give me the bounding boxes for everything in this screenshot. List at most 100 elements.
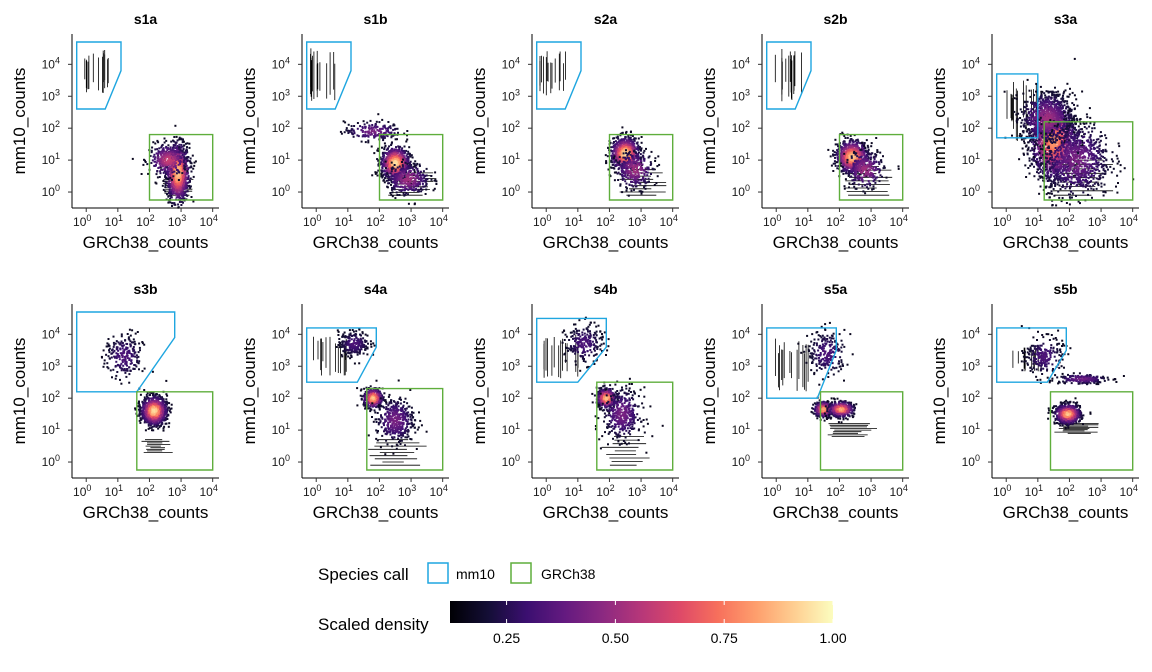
data-point	[395, 191, 398, 194]
y-tick-label: 102	[502, 119, 520, 135]
data-point	[620, 148, 623, 151]
data-point	[179, 174, 181, 177]
data-point	[194, 160, 197, 163]
data-point	[645, 147, 647, 150]
data-point	[864, 147, 867, 149]
data-point	[623, 139, 626, 142]
data-point	[388, 171, 391, 174]
data-point	[173, 203, 176, 206]
data-point	[841, 161, 844, 164]
data-point	[619, 150, 622, 152]
data-point	[408, 153, 411, 156]
data-point	[370, 133, 373, 136]
data-point	[387, 152, 390, 155]
data-point	[639, 148, 642, 151]
data-point	[187, 178, 190, 181]
data-point	[621, 191, 624, 194]
data-point	[167, 195, 170, 198]
data-point	[180, 200, 183, 203]
data-point	[614, 143, 617, 146]
data-point	[869, 171, 872, 174]
data-point	[167, 201, 170, 204]
data-point	[641, 167, 644, 169]
data-point	[373, 152, 376, 155]
data-point	[182, 178, 185, 181]
data-point	[609, 141, 612, 144]
data-point	[394, 177, 397, 179]
data-point	[406, 178, 409, 181]
data-point	[636, 142, 639, 145]
data-point	[409, 170, 412, 172]
data-point	[162, 180, 165, 182]
data-point	[161, 157, 164, 160]
data-point	[185, 176, 188, 179]
data-point	[175, 172, 178, 175]
data-point	[154, 142, 157, 145]
data-point	[401, 152, 404, 154]
data-point	[398, 148, 401, 151]
data-point	[862, 169, 865, 172]
data-point	[385, 127, 387, 130]
data-point	[633, 178, 636, 181]
data-point	[189, 157, 192, 160]
data-point	[627, 149, 630, 151]
density-points	[84, 50, 197, 209]
data-point	[858, 166, 861, 169]
data-point	[418, 165, 421, 167]
data-point	[613, 155, 616, 158]
data-point	[181, 172, 184, 175]
data-point	[433, 179, 436, 182]
data-point	[182, 185, 185, 188]
data-point	[384, 131, 387, 134]
data-point	[405, 182, 408, 185]
data-point	[366, 130, 369, 133]
data-point	[632, 161, 635, 164]
data-point	[417, 182, 420, 185]
data-point	[165, 146, 168, 149]
data-point	[829, 155, 832, 158]
data-point	[634, 173, 637, 176]
mm10-gate	[75, 41, 122, 110]
data-point	[414, 181, 417, 184]
data-point	[386, 170, 388, 172]
data-point	[636, 176, 639, 179]
data-point	[364, 135, 367, 138]
data-point	[827, 148, 830, 151]
data-point	[847, 143, 850, 146]
data-point	[850, 175, 853, 178]
data-point	[615, 156, 617, 159]
data-point	[151, 146, 154, 149]
density-points	[774, 49, 900, 196]
data-point	[867, 150, 870, 152]
data-point	[381, 159, 384, 162]
data-point	[394, 173, 397, 176]
data-point	[879, 151, 882, 154]
data-point	[646, 181, 649, 184]
data-point	[855, 143, 858, 146]
data-point	[856, 138, 859, 141]
data-point	[176, 139, 179, 142]
data-point	[171, 188, 173, 191]
data-point	[144, 161, 147, 163]
data-point	[857, 149, 860, 152]
data-point	[347, 132, 350, 134]
data-point	[864, 149, 867, 152]
data-point	[405, 192, 408, 195]
data-point	[413, 165, 416, 168]
data-point	[183, 198, 185, 201]
data-point	[350, 129, 353, 131]
data-point	[392, 123, 395, 126]
data-point	[189, 186, 192, 189]
data-point	[380, 173, 383, 176]
data-point	[376, 158, 379, 161]
data-point	[620, 138, 623, 141]
data-point	[404, 187, 407, 190]
data-point	[655, 182, 658, 185]
data-point	[847, 171, 850, 174]
data-point	[422, 185, 425, 188]
data-point	[401, 147, 404, 150]
data-point	[401, 155, 404, 158]
data-point	[389, 167, 392, 170]
data-point	[156, 139, 159, 142]
data-point	[397, 145, 400, 148]
